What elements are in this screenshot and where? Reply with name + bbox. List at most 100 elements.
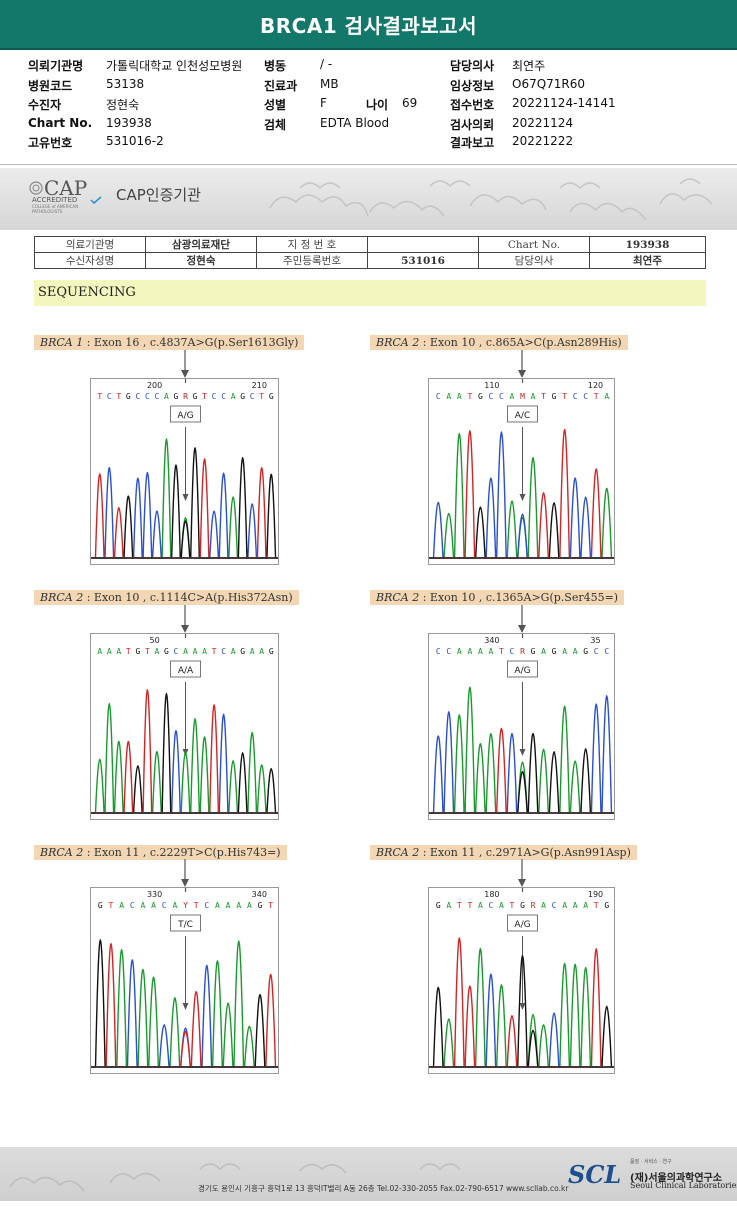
base-call: A (116, 647, 121, 656)
base-call: G (164, 647, 169, 656)
scl-org-english: Seoul Clinical Laboratories (630, 1181, 737, 1190)
base-call: C (510, 647, 515, 656)
field-label-hospital-code: 병원코드 (28, 79, 73, 93)
base-call: R (520, 647, 525, 656)
base-call: A (202, 647, 207, 656)
base-call: A (247, 901, 252, 910)
base-call: T (499, 647, 504, 656)
base-call: T (212, 647, 217, 656)
table-cell: 지 정 번 호 (256, 236, 368, 253)
base-call: C (221, 647, 226, 656)
footer-address: 경기도 용인시 기흥구 흥덕1로 13 흥덕IT밸리 A동 26층 Tel.02… (198, 1184, 569, 1193)
base-call: T (594, 901, 599, 910)
base-call: C (436, 392, 441, 401)
trace-A (91, 438, 278, 559)
cap-college: COLLEGE of AMERICAN PATHOLOGISTS (32, 204, 79, 214)
table-cell: 193938 (589, 236, 706, 253)
field-label-sex: 성별 (264, 98, 287, 112)
chromatogram-5: 330 340 G T A C A A C A Y T C A A A A G T T/C (90, 887, 279, 1074)
base-call: T (594, 392, 599, 401)
base-call: A (573, 901, 578, 910)
base-call: T (109, 901, 114, 910)
base-call: A (488, 647, 493, 656)
trace-A (91, 702, 278, 814)
footer-band (0, 1147, 737, 1201)
position-label: 50 (149, 636, 159, 645)
field-value-institution: 가톨릭대학교 인천성모병원 (106, 59, 243, 73)
arrow-head-icon (182, 1003, 189, 1010)
base-call: A (183, 647, 188, 656)
base-call: C (130, 901, 135, 910)
chromatogram-3: 50 A A A T G T A G C A A A T C A G A A G A/A (90, 633, 279, 820)
base-call: A (97, 647, 102, 656)
cap-accredited: ACCREDITED (32, 196, 78, 204)
base-call: C (162, 901, 167, 910)
base-call: C (499, 392, 504, 401)
genotype-call: A/A (178, 666, 194, 676)
chromatogram-svg: 340 35C C A A A A T C R G A G A A G C CA/G (429, 634, 614, 814)
base-call: T (541, 392, 546, 401)
base-call: A (583, 901, 588, 910)
base-call: G (552, 647, 557, 656)
position-label: 190 (588, 890, 603, 899)
base-call: C (145, 392, 150, 401)
cap-seal-icon (29, 181, 43, 195)
gene-name: BRCA 2 (376, 591, 420, 604)
field-value-accession-no: 20221124-14141 (512, 96, 616, 110)
base-call: A (226, 901, 231, 910)
gene-name: BRCA 1 (40, 336, 84, 349)
base-call: A (140, 901, 145, 910)
base-call: C (212, 392, 217, 401)
trace-T (91, 688, 278, 814)
base-call: T (510, 901, 515, 910)
position-label: 200 (147, 381, 162, 390)
base-call: T (268, 901, 273, 910)
field-label-chart-no: Chart No. (28, 116, 93, 130)
arrow-head-icon (182, 749, 189, 756)
field-value-ward: / - (320, 57, 333, 71)
trace-G (429, 501, 614, 559)
base-call: A (236, 901, 241, 910)
base-call: G (174, 392, 179, 401)
base-call: A (562, 647, 567, 656)
chromatogram-4: 340 35 C C A A A A T C R G A G A A G C C A/G (428, 633, 615, 820)
trace-T (429, 937, 614, 1068)
genotype-call: A/G (514, 666, 530, 676)
cap-logo-text: CAP (44, 176, 88, 200)
base-call: A (119, 901, 124, 910)
scl-logo: SCL (568, 1160, 622, 1189)
panel-label: BRCA 2 : Exon 10 , c.1114C>A(p.His372Asn… (34, 590, 299, 605)
gene-name: BRCA 2 (40, 591, 84, 604)
base-call: T (467, 901, 472, 910)
scl-tagline: 품질 · 서비스 · 연구 (630, 1159, 672, 1165)
base-call: A (531, 392, 536, 401)
base-call: G (604, 901, 609, 910)
base-call: Y (183, 901, 188, 910)
base-call: C (107, 392, 112, 401)
base-call: T (457, 901, 462, 910)
panel-label: BRCA 2 : Exon 10 , c.1365A>G(p.Ser455=) (370, 590, 625, 605)
field-label-unique-no: 고유번호 (28, 136, 73, 150)
genotype-box (170, 914, 201, 932)
trace-A (429, 686, 614, 814)
variant-detail: : Exon 10 , c.865A>C(p.Asn289His) (422, 336, 622, 349)
trace-G (429, 954, 614, 1068)
divider (0, 164, 737, 165)
base-call: C (135, 392, 140, 401)
chromatogram-6: 180 190 G A T T A C A T G R A C A A A T G A/G (428, 887, 615, 1074)
base-call: G (531, 647, 536, 656)
base-call: A (164, 392, 169, 401)
base-call: T (116, 392, 121, 401)
panel-label: BRCA 2 : Exon 10 , c.865A>C(p.Asn289His) (370, 335, 628, 350)
variant-arrow-icon (517, 605, 526, 633)
arrow-head-icon (519, 494, 526, 501)
trace-T (91, 458, 278, 559)
base-call: G (269, 392, 274, 401)
field-label-specimen: 검체 (264, 118, 287, 132)
base-call: T (202, 392, 207, 401)
position-label: 180 (484, 890, 499, 899)
